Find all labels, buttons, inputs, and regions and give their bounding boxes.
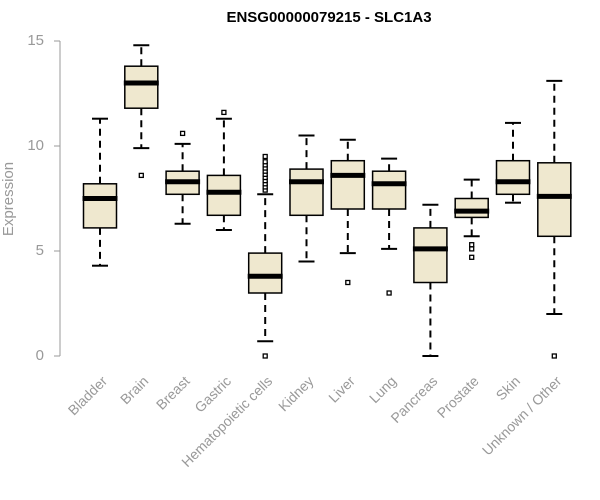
y-tick-label: 0 — [36, 347, 44, 364]
box-6 — [289, 134, 324, 263]
y-tick-label: 15 — [27, 32, 44, 49]
x-tick-label: Bladder — [65, 373, 111, 419]
box-iqr — [124, 65, 159, 109]
box-2 — [123, 44, 159, 179]
outlier-point — [262, 153, 268, 160]
x-tick-label: Skin — [493, 373, 524, 404]
outlier-point — [469, 242, 475, 248]
y-axis-label: Expression — [0, 162, 17, 236]
box-7 — [330, 138, 366, 286]
box-iqr — [454, 197, 489, 219]
box-iqr — [413, 227, 448, 284]
box-iqr — [371, 170, 407, 210]
box-1 — [82, 117, 118, 267]
y-tick-label: 10 — [27, 137, 44, 154]
outlier-point — [138, 172, 144, 179]
outlier-point — [262, 353, 268, 359]
boxes-group — [82, 44, 572, 359]
box-10 — [454, 178, 490, 260]
outlier-point — [551, 353, 557, 359]
x-tick-label: Prostate — [434, 373, 482, 421]
x-tick-label: Brain — [117, 373, 151, 407]
box-iqr — [330, 159, 366, 210]
outlier-point — [262, 159, 268, 165]
outlier-point — [386, 290, 392, 296]
outlier-point — [345, 279, 351, 286]
box-9 — [412, 203, 448, 357]
box-iqr — [495, 159, 531, 196]
outlier-point — [179, 130, 186, 137]
box-iqr — [206, 174, 242, 217]
box-12 — [536, 79, 572, 359]
x-tick-label: Breast — [153, 373, 193, 413]
x-tick-label: Liver — [325, 373, 358, 406]
box-11 — [495, 121, 531, 204]
chart-title: ENSG00000079215 - SLC1A3 — [226, 9, 431, 26]
outlier-point — [469, 254, 475, 260]
box-3 — [165, 130, 201, 225]
box-iqr — [537, 162, 572, 238]
outlier-point — [221, 109, 227, 116]
box-4 — [206, 109, 242, 231]
y-tick-label: 5 — [36, 242, 44, 259]
box-8 — [371, 157, 407, 296]
box-5 — [247, 153, 283, 359]
y-axis: 0 5 10 15 — [27, 32, 61, 364]
box-iqr — [289, 168, 324, 217]
x-tick-label: Lung — [366, 373, 399, 406]
box-iqr — [247, 252, 283, 294]
x-tick-label: Kidney — [275, 373, 317, 415]
outlier-point — [469, 246, 475, 252]
box-iqr — [82, 183, 118, 229]
